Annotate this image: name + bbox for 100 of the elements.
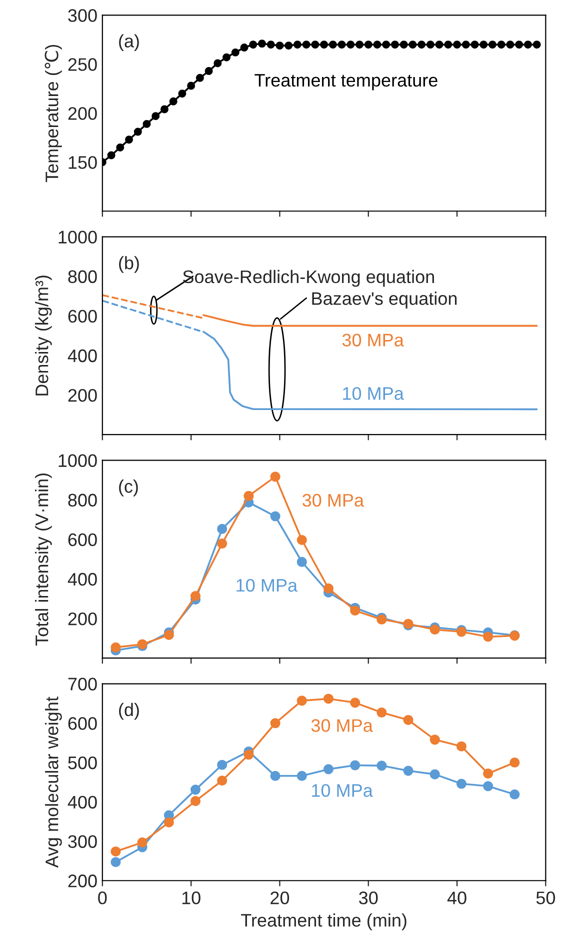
- y-tick-label: 1000: [58, 230, 97, 244]
- point: [350, 606, 360, 616]
- point: [217, 524, 228, 534]
- point: [142, 120, 151, 128]
- point: [376, 707, 387, 718]
- x-axis-title: Treatment time (min): [241, 913, 406, 930]
- point: [426, 40, 434, 49]
- y-tick-label: 800: [68, 270, 97, 284]
- point: [222, 53, 231, 62]
- point: [293, 40, 302, 49]
- point: [403, 766, 414, 776]
- point: [110, 857, 121, 868]
- point: [430, 624, 440, 635]
- point: [249, 40, 258, 49]
- x-tick-label: 0: [98, 892, 107, 904]
- point: [323, 583, 334, 594]
- annotation: (d): [119, 702, 139, 720]
- point: [346, 40, 355, 49]
- y-tick-label: 300: [68, 9, 97, 22]
- point: [497, 40, 506, 49]
- y-tick-label: 700: [68, 678, 97, 690]
- point: [408, 40, 417, 49]
- point: [456, 741, 466, 752]
- point: [270, 718, 280, 728]
- point: [403, 714, 414, 726]
- y-axis-title: Density (kg/m³): [35, 276, 52, 396]
- point: [231, 48, 240, 56]
- y-tick-label: 200: [68, 107, 97, 120]
- point: [134, 128, 142, 136]
- point: [323, 694, 334, 704]
- point: [302, 40, 310, 49]
- point: [510, 757, 520, 768]
- point: [125, 136, 134, 144]
- point: [116, 143, 124, 152]
- y-tick-label: 400: [68, 796, 97, 809]
- point: [270, 511, 280, 522]
- annotation: (c): [119, 480, 138, 496]
- point: [110, 642, 121, 652]
- point: [196, 74, 204, 82]
- point: [244, 490, 254, 501]
- point: [217, 760, 228, 770]
- y-tick-label: 500: [68, 756, 97, 770]
- point: [258, 40, 266, 48]
- point: [296, 534, 307, 546]
- point: [444, 40, 452, 49]
- x-tick-label: 30: [359, 892, 378, 904]
- point: [244, 750, 254, 760]
- point: [350, 760, 360, 770]
- x-tick-label: 50: [536, 892, 556, 904]
- point: [284, 42, 293, 50]
- y-tick-label: 200: [68, 388, 97, 402]
- y-axis-title: Temperature (℃): [44, 44, 62, 182]
- point: [160, 105, 168, 114]
- y-tick-label: 200: [68, 612, 97, 626]
- point: [276, 42, 284, 50]
- point: [217, 538, 228, 549]
- point: [107, 151, 116, 160]
- y-tick-label: 600: [68, 717, 97, 730]
- point: [190, 784, 201, 795]
- point: [164, 630, 174, 640]
- point: [190, 590, 201, 602]
- point: [240, 44, 248, 52]
- point: [110, 846, 121, 857]
- point: [462, 40, 470, 49]
- point: [483, 768, 494, 779]
- point: [373, 40, 382, 49]
- point: [524, 40, 532, 49]
- point: [190, 796, 201, 806]
- x-tick-label: 20: [270, 892, 290, 904]
- point: [418, 40, 426, 49]
- point: [137, 837, 148, 848]
- y-tick-label: 400: [68, 572, 97, 586]
- point: [187, 82, 196, 90]
- series-label: 30 MPa: [302, 494, 364, 507]
- point: [400, 40, 408, 49]
- line-series: [202, 314, 538, 327]
- x-tick-label: 10: [182, 892, 200, 904]
- point: [214, 59, 222, 68]
- point: [488, 40, 496, 49]
- y-tick-label: 800: [68, 494, 97, 507]
- point: [456, 778, 466, 789]
- annotation: Soave-Redlich-Kwong equation: [183, 270, 434, 287]
- y-axis-title: Avg molecular weight: [45, 696, 62, 868]
- y-tick-label: 600: [68, 533, 97, 546]
- point: [296, 696, 307, 706]
- point: [382, 40, 390, 49]
- point: [480, 40, 488, 49]
- point: [204, 67, 213, 76]
- point: [515, 40, 524, 49]
- series-label: 30 MPa: [311, 719, 373, 732]
- point: [266, 40, 275, 49]
- series-label: 10 MPa: [312, 784, 373, 797]
- point: [506, 40, 514, 49]
- point: [270, 770, 280, 781]
- series-label: 10 MPa: [343, 387, 404, 400]
- point: [169, 97, 178, 106]
- point: [356, 40, 364, 49]
- y-tick-label: 250: [68, 58, 97, 71]
- point: [376, 760, 387, 771]
- point: [430, 769, 440, 780]
